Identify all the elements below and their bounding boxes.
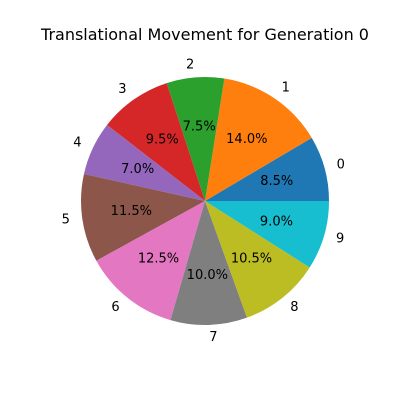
slice-percent-7: 10.0%: [187, 268, 228, 283]
slice-percent-5: 11.5%: [111, 204, 152, 219]
slice-percent-9: 9.0%: [260, 214, 293, 229]
pie-slices: [81, 77, 329, 325]
slice-label-9: 9: [336, 232, 344, 247]
slice-percent-4: 7.0%: [121, 162, 154, 177]
slice-label-5: 5: [62, 213, 70, 228]
slice-percent-6: 12.5%: [138, 252, 179, 267]
slice-label-3: 3: [118, 82, 126, 97]
pie-labels: 0 8.5% 1 14.0% 2 7.5% 3 9.5% 4 7.0% 5 11.5% 6 12.5% 7 1…: [62, 58, 345, 345]
slice-label-0: 0: [337, 158, 345, 173]
slice-label-2: 2: [186, 58, 194, 73]
slice-label-8: 8: [290, 300, 298, 315]
pie-slice-0: [205, 137, 329, 201]
pie-slice-8: [205, 201, 310, 318]
slice-label-6: 6: [111, 300, 119, 315]
pie-slice-2: [166, 77, 225, 201]
slice-percent-3: 9.5%: [146, 133, 179, 148]
pie-slice-1: [205, 78, 312, 201]
slice-label-1: 1: [282, 81, 290, 96]
pie-slice-9: [205, 201, 329, 268]
slice-label-4: 4: [73, 135, 81, 150]
pie-slice-3: [107, 83, 205, 201]
pie-slice-4: [83, 124, 205, 201]
slice-percent-1: 14.0%: [226, 132, 267, 147]
pie-slice-7: [170, 201, 248, 325]
slice-percent-2: 7.5%: [183, 119, 216, 134]
pie-slice-6: [96, 201, 205, 321]
slice-label-7: 7: [209, 330, 217, 345]
pie-slice-5: [81, 173, 205, 261]
slice-percent-8: 10.5%: [231, 252, 272, 267]
slice-percent-0: 8.5%: [260, 174, 293, 189]
chart-title: Translational Movement for Generation 0: [40, 25, 369, 44]
